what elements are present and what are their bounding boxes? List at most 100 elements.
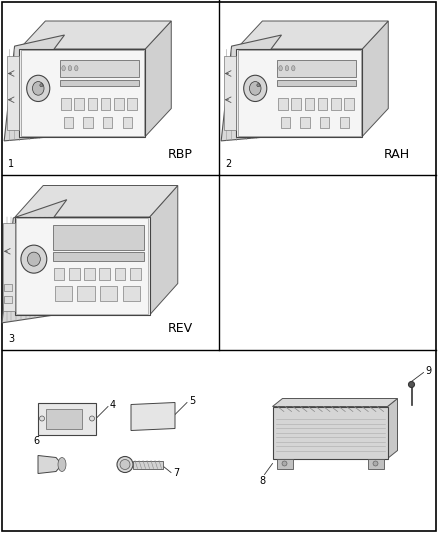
- Bar: [127, 98, 137, 110]
- Polygon shape: [272, 399, 398, 407]
- Text: 7: 7: [173, 469, 179, 479]
- Ellipse shape: [21, 245, 47, 273]
- Ellipse shape: [62, 66, 65, 71]
- Bar: [277, 79, 356, 86]
- Text: 9: 9: [425, 367, 431, 376]
- Bar: [123, 286, 140, 301]
- Bar: [340, 117, 350, 128]
- Bar: [83, 117, 93, 128]
- Bar: [84, 268, 95, 280]
- Text: RAH: RAH: [384, 148, 410, 160]
- Bar: [53, 268, 64, 280]
- Bar: [300, 117, 310, 128]
- Bar: [237, 49, 362, 136]
- Ellipse shape: [409, 382, 414, 387]
- Polygon shape: [19, 21, 171, 49]
- Ellipse shape: [27, 75, 50, 101]
- Bar: [238, 50, 361, 135]
- Ellipse shape: [40, 84, 43, 87]
- Bar: [53, 252, 144, 261]
- Bar: [7, 56, 19, 131]
- Polygon shape: [362, 21, 388, 136]
- Polygon shape: [388, 399, 398, 458]
- Ellipse shape: [285, 66, 289, 71]
- Ellipse shape: [244, 75, 267, 101]
- Bar: [103, 117, 113, 128]
- Bar: [46, 408, 82, 429]
- Polygon shape: [38, 456, 62, 473]
- Polygon shape: [221, 35, 282, 141]
- Polygon shape: [367, 458, 384, 469]
- Polygon shape: [276, 458, 293, 469]
- Bar: [224, 56, 237, 131]
- Polygon shape: [131, 402, 175, 431]
- Bar: [19, 49, 145, 136]
- Ellipse shape: [120, 459, 130, 470]
- Bar: [21, 50, 144, 135]
- Bar: [4, 284, 12, 290]
- Bar: [320, 117, 329, 128]
- Text: 4: 4: [110, 400, 116, 410]
- Bar: [78, 286, 95, 301]
- Bar: [305, 98, 314, 110]
- Text: 3: 3: [8, 334, 14, 344]
- Ellipse shape: [32, 82, 44, 95]
- Ellipse shape: [74, 66, 78, 71]
- Bar: [130, 268, 141, 280]
- Bar: [272, 407, 388, 458]
- Bar: [64, 117, 73, 128]
- Bar: [60, 79, 139, 86]
- Ellipse shape: [89, 416, 95, 421]
- Polygon shape: [237, 21, 388, 49]
- Bar: [3, 223, 15, 311]
- Polygon shape: [15, 185, 178, 217]
- Text: RBP: RBP: [167, 148, 192, 160]
- Text: 6: 6: [33, 437, 39, 447]
- Text: 5: 5: [189, 397, 195, 407]
- Bar: [100, 286, 117, 301]
- Bar: [277, 60, 356, 77]
- Ellipse shape: [39, 416, 45, 421]
- Ellipse shape: [68, 66, 72, 71]
- Bar: [61, 98, 71, 110]
- Bar: [291, 98, 301, 110]
- Bar: [74, 98, 84, 110]
- Polygon shape: [149, 185, 178, 315]
- Polygon shape: [2, 200, 67, 323]
- Ellipse shape: [282, 461, 287, 466]
- Bar: [123, 117, 132, 128]
- Text: REV: REV: [167, 322, 193, 335]
- Bar: [318, 98, 328, 110]
- Bar: [16, 218, 148, 314]
- Polygon shape: [145, 21, 171, 136]
- Text: 8: 8: [259, 477, 265, 487]
- Bar: [278, 98, 288, 110]
- Bar: [4, 296, 12, 303]
- Bar: [281, 117, 290, 128]
- Bar: [99, 268, 110, 280]
- Bar: [114, 98, 124, 110]
- Bar: [88, 98, 97, 110]
- Bar: [60, 60, 139, 77]
- Ellipse shape: [279, 66, 283, 71]
- Text: 1: 1: [8, 159, 14, 169]
- Bar: [54, 286, 72, 301]
- Bar: [344, 98, 354, 110]
- Bar: [15, 217, 149, 315]
- Ellipse shape: [292, 66, 295, 71]
- Ellipse shape: [373, 461, 378, 466]
- Bar: [38, 402, 96, 434]
- Ellipse shape: [28, 252, 40, 266]
- Ellipse shape: [250, 82, 261, 95]
- Bar: [115, 268, 125, 280]
- Bar: [101, 98, 110, 110]
- Text: 2: 2: [225, 159, 231, 169]
- Bar: [331, 98, 341, 110]
- Bar: [133, 461, 163, 469]
- Polygon shape: [4, 35, 64, 141]
- Ellipse shape: [257, 84, 260, 87]
- Bar: [69, 268, 80, 280]
- Ellipse shape: [58, 457, 66, 472]
- Bar: [53, 225, 144, 251]
- Ellipse shape: [117, 456, 133, 472]
